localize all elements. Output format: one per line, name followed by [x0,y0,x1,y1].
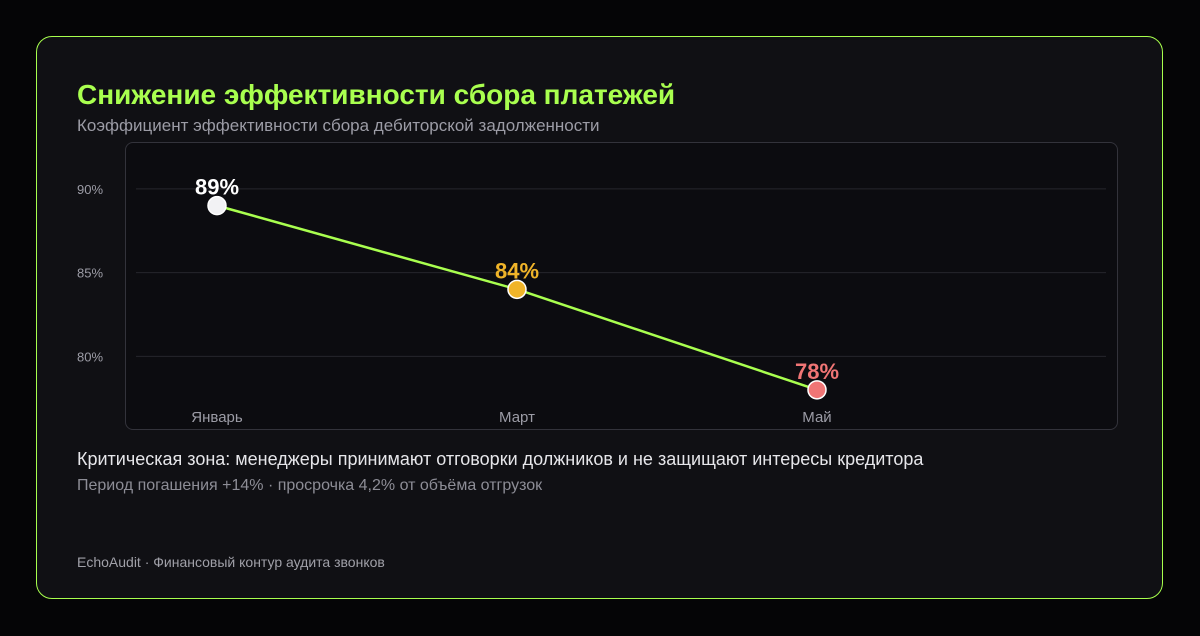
chart-subtitle: Коэффициент эффективности сбора дебиторс… [77,116,600,135]
y-tick-label: 80% [77,349,103,364]
data-point [807,380,827,400]
plot-area [125,142,1118,430]
footer-brand: EchoAudit · Финансовый контур аудита зво… [77,554,385,570]
x-tick-label: Май [802,409,831,426]
data-label: 78% [795,359,839,384]
x-tick-label: Январь [191,409,243,426]
line-chart: 80% 85% 90% Январь Март Май 89% 84% 78% [77,175,1106,426]
data-point [207,195,227,216]
x-tick-label: Март [499,409,535,426]
chart-title: Снижение эффективности сбора платежей [77,79,676,110]
critical-zone-note: Критическая зона: менеджеры принимают от… [77,449,924,469]
y-tick-label: 90% [77,182,103,197]
metrics-note: Период погашения +14% · просрочка 4,2% о… [77,477,543,494]
data-label: 84% [495,258,539,283]
chart-card: Снижение эффективности сбора платежей Ко… [36,36,1163,599]
y-tick-label: 85% [77,266,103,281]
data-point [507,279,527,300]
data-label: 89% [195,175,239,200]
